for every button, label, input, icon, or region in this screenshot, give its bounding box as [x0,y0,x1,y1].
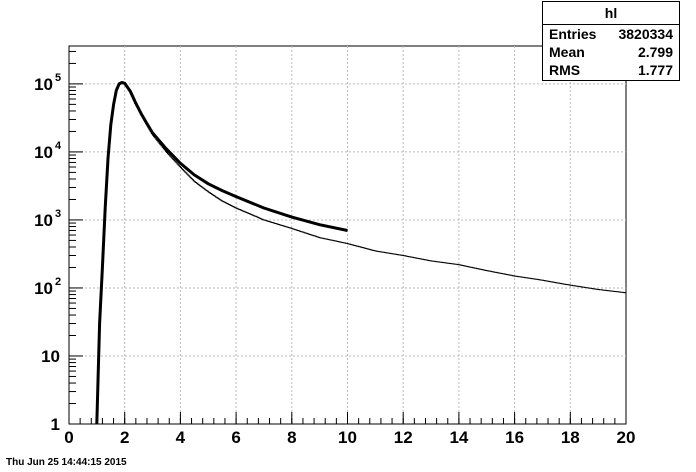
x-tick-label: 2 [120,428,129,447]
stats-row-rms: RMS 1.777 [543,61,679,79]
x-tick-label: 0 [64,428,73,447]
x-tick-label: 10 [338,428,357,447]
x-tick-label: 14 [449,428,468,447]
y-tick-label: 10 [41,347,60,366]
x-axis-ticks: 0 2 4 6 8 10 12 14 16 18 20 [64,412,635,447]
y-tick-exponent: 3 [55,208,61,220]
stats-value: 1.777 [637,62,673,78]
histogram-series [96,82,626,408]
stats-title: hl [543,2,679,25]
stats-label: Entries [549,26,597,42]
stats-row-mean: Mean 2.799 [543,43,679,61]
x-tick-label: 8 [287,428,296,447]
x-tick-label: 12 [394,428,413,447]
stats-box: hl Entries 3820334 Mean 2.799 RMS 1.777 [542,1,680,81]
y-tick-label: 10 [34,279,53,298]
y-tick-label: 10 [34,75,53,94]
timestamp-footer: Thu Jun 25 14:44:15 2015 [6,457,127,468]
x-tick-label: 6 [231,428,240,447]
y-tick-exponent: 4 [55,140,62,152]
x-tick-label: 20 [617,428,636,447]
y-tick-label: 10 [34,211,53,230]
stats-row-entries: Entries 3820334 [543,25,679,43]
stats-value: 2.799 [637,44,673,60]
x-tick-label: 18 [561,428,580,447]
x-tick-label: 4 [176,428,186,447]
fit-curve [95,81,348,425]
y-tick-label: 1 [51,415,60,434]
stats-label: Mean [549,44,585,60]
x-tick-label: 16 [505,428,524,447]
y-tick-exponent: 2 [55,276,61,288]
grid-lines [69,46,626,424]
y-tick-label: 10 [34,143,53,162]
data-series [95,81,626,425]
stats-label: RMS [549,62,581,78]
y-tick-exponent: 5 [55,72,61,84]
stats-value: 3820334 [618,26,673,42]
